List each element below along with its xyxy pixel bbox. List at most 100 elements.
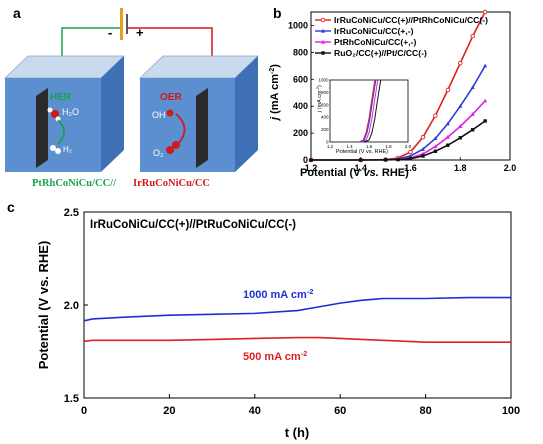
- anode-electrode-plate-icon: [196, 88, 208, 168]
- caption-cathode: PtRhCoNiCu/CC//: [32, 178, 117, 189]
- data-point-b-2: [470, 112, 475, 116]
- data-point-b-1: [433, 136, 438, 141]
- anode-cell: OER OH O₂: [139, 55, 259, 172]
- x-tick-label-b: 1.6: [404, 163, 417, 173]
- data-point-b-3: [383, 158, 388, 162]
- x-axis-label-c: t (h): [285, 425, 310, 440]
- oh-label: OH: [152, 110, 166, 120]
- x-axis-label-b: Potential (V vs. RHE): [300, 167, 409, 179]
- plot-frame-c: [83, 211, 512, 399]
- inset-chart: 1.2 1.4 1.6 1.8 2.0 0 200 400 600 800 1000 Potenti…: [315, 78, 412, 156]
- hydrogen-molecule-icon: [50, 145, 61, 154]
- o2-label: O₂: [153, 148, 164, 158]
- inset-y-tick-label: 600: [321, 102, 329, 107]
- y-tick-label-b: 200: [293, 128, 308, 138]
- y-axis-label-c: Potential (V vs. RHE): [36, 241, 51, 370]
- inset-series-line-3: [363, 79, 382, 143]
- oer-arrow: [175, 113, 186, 145]
- data-point-b-2: [483, 98, 488, 103]
- data-point-b-3: [309, 158, 313, 162]
- caption-anode: IrRuCoNiCu/CC: [133, 178, 210, 189]
- y-axis-label-b: j (mA cm-2): [269, 64, 281, 122]
- y-tick-label-b: 400: [293, 101, 308, 111]
- data-point-b-1: [470, 85, 475, 89]
- x-tick-label-c: 40: [249, 405, 261, 417]
- data-point-b-3: [483, 119, 487, 123]
- data-point-b-1: [445, 121, 450, 126]
- data-point-b-0: [482, 9, 488, 15]
- inset-x-tick-label: 2.0: [405, 144, 412, 149]
- y-tick-label-b: 800: [293, 47, 308, 57]
- inset-y-tick-label: 1000: [318, 78, 329, 83]
- x-tick-label-b: 1.2: [305, 163, 318, 173]
- x-tick-label-c: 0: [81, 405, 87, 417]
- data-point-b-2: [433, 144, 438, 149]
- legend-marker-b-0: [320, 17, 326, 23]
- data-point-b-2: [458, 124, 463, 128]
- her-label: HER: [50, 92, 72, 103]
- chart-title-c: IrRuCoNiCu/CC(+)//PtRuCoNiCu/CC(-): [90, 219, 296, 231]
- y-tick-label-c: 2.0: [64, 300, 79, 312]
- stability-chart: 0 20 40 60 80 100 1.5 2.0 2.5 IrRuCoNiCu/CC(+)//…: [36, 207, 520, 440]
- x-tick-label-c: 80: [419, 405, 431, 417]
- y-tick-label-b: 1000: [288, 20, 308, 30]
- x-tick-label-b: 1.8: [454, 163, 467, 173]
- cathode-cell: HER H₂O H₂: [4, 55, 125, 172]
- y-tick-label-b: 600: [293, 74, 308, 84]
- data-point-b-3: [446, 143, 450, 147]
- data-point-b-0: [433, 113, 438, 118]
- legend-marker-b-2: [321, 39, 325, 44]
- panel-label-a: a: [13, 5, 21, 21]
- data-point-b-3: [396, 157, 400, 162]
- plus-sign: +: [136, 25, 144, 40]
- data-point-b-0: [420, 134, 426, 140]
- data-point-b-3: [458, 136, 462, 140]
- series-label-1000: 1000 mA cm-2: [243, 287, 313, 301]
- data-point-b-3: [433, 149, 438, 153]
- legend-marker-b-1: [321, 28, 325, 33]
- data-point-b-1: [458, 103, 463, 108]
- legend-label-b-0: IrRuCoNiCu/CC(+)//PtRhCoNiCu/CC(-): [334, 15, 488, 25]
- inset-x-tick-label: 1.4: [346, 144, 353, 149]
- inset-x-tick-label: 1.6: [366, 144, 373, 149]
- her-arrow: [57, 119, 65, 145]
- data-point-b-0: [458, 60, 463, 66]
- cathode-electrode-plate-icon: [36, 88, 48, 168]
- inset-series-line-2: [361, 79, 379, 143]
- data-point-b-1: [420, 147, 425, 151]
- panel-label-c: c: [7, 199, 15, 215]
- inset-x-tick-label: 1.8: [385, 144, 392, 149]
- x-tick-label-b: 2.0: [504, 163, 517, 173]
- oxygen-molecule-icon: [166, 141, 180, 154]
- inset-y-tick-label: 800: [321, 90, 329, 95]
- data-point-b-3: [421, 154, 425, 158]
- legend-label-b-1: IrRuCoNiCu/CC(+,-): [334, 26, 414, 36]
- data-point-b-3: [408, 156, 413, 161]
- inset-y-label: j (mA cm-2): [315, 85, 323, 113]
- electrolyzer-schematic: - + HER H₂O H₂: [4, 8, 259, 189]
- inset-y-tick-label: 200: [321, 127, 329, 132]
- inset-series-line-1: [359, 79, 377, 143]
- legend-label-b-2: PtRhCoNiCu/CC(+,-): [334, 37, 416, 47]
- data-point-b-2: [445, 134, 450, 139]
- y-tick-label-c: 1.5: [64, 393, 79, 405]
- series-line-c-0: [83, 296, 511, 322]
- data-point-b-3: [359, 158, 363, 162]
- series-line-c-1: [83, 336, 511, 344]
- h2o-label: H₂O: [62, 107, 79, 117]
- panel-label-b: b: [273, 5, 282, 21]
- h2-label: H₂: [63, 145, 72, 154]
- y-tick-label-b: 0: [303, 155, 308, 165]
- data-point-b-0: [445, 87, 451, 93]
- x-tick-label-c: 60: [334, 405, 346, 417]
- inset-y-tick-label: 400: [321, 115, 329, 120]
- inset-x-label: Potential (V vs. RHE): [336, 149, 388, 155]
- lsv-chart: 1.2 1.4 1.6 1.8 2.0 0 200 400 600 800 1000 Potenti…: [269, 9, 517, 179]
- data-point-b-0: [408, 149, 413, 155]
- minus-sign: -: [108, 25, 112, 40]
- data-point-b-0: [470, 33, 475, 39]
- data-point-b-1: [408, 153, 413, 158]
- y-tick-label-c: 2.5: [64, 207, 79, 219]
- hydroxide-icon: [166, 109, 174, 117]
